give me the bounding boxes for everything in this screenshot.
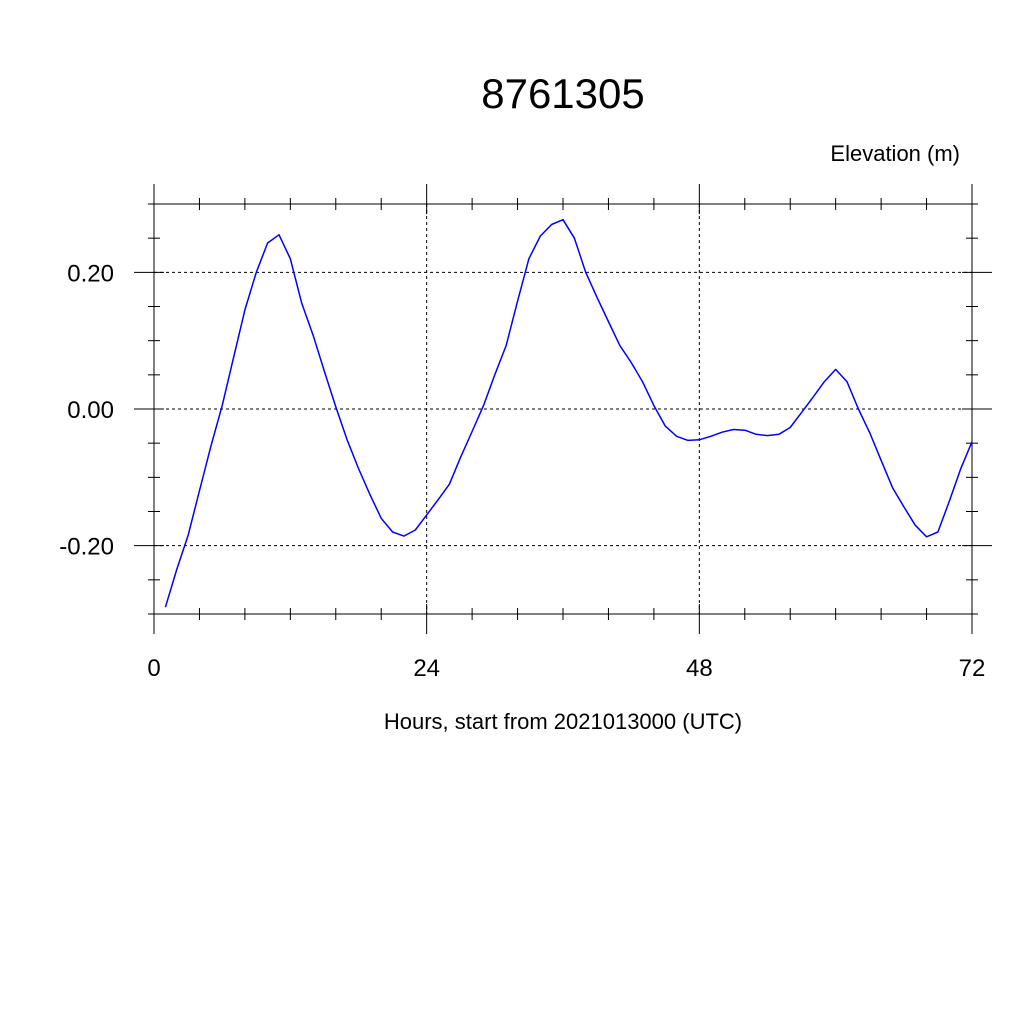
series-line — [164, 218, 973, 608]
tick-labels: 0 24 48 72 -0.20 0.00 0.20 — [59, 260, 985, 682]
x-tick-label: 0 — [147, 655, 160, 682]
grid-lines — [154, 204, 972, 614]
x-tick-label: 24 — [413, 655, 440, 682]
y-tick-label: -0.20 — [59, 534, 114, 561]
y-tick-label: 0.00 — [67, 397, 114, 424]
series-group — [164, 218, 973, 608]
plot-frame — [153, 203, 973, 615]
x-axis-label: Hours, start from 2021013000 (UTC) — [384, 709, 742, 734]
y-axis-label: Elevation (m) — [830, 141, 960, 166]
x-tick-label: 72 — [959, 655, 986, 682]
chart-title: 8761305 — [481, 70, 645, 117]
y-tick-label: 0.20 — [67, 260, 114, 287]
x-tick-label: 48 — [686, 655, 713, 682]
